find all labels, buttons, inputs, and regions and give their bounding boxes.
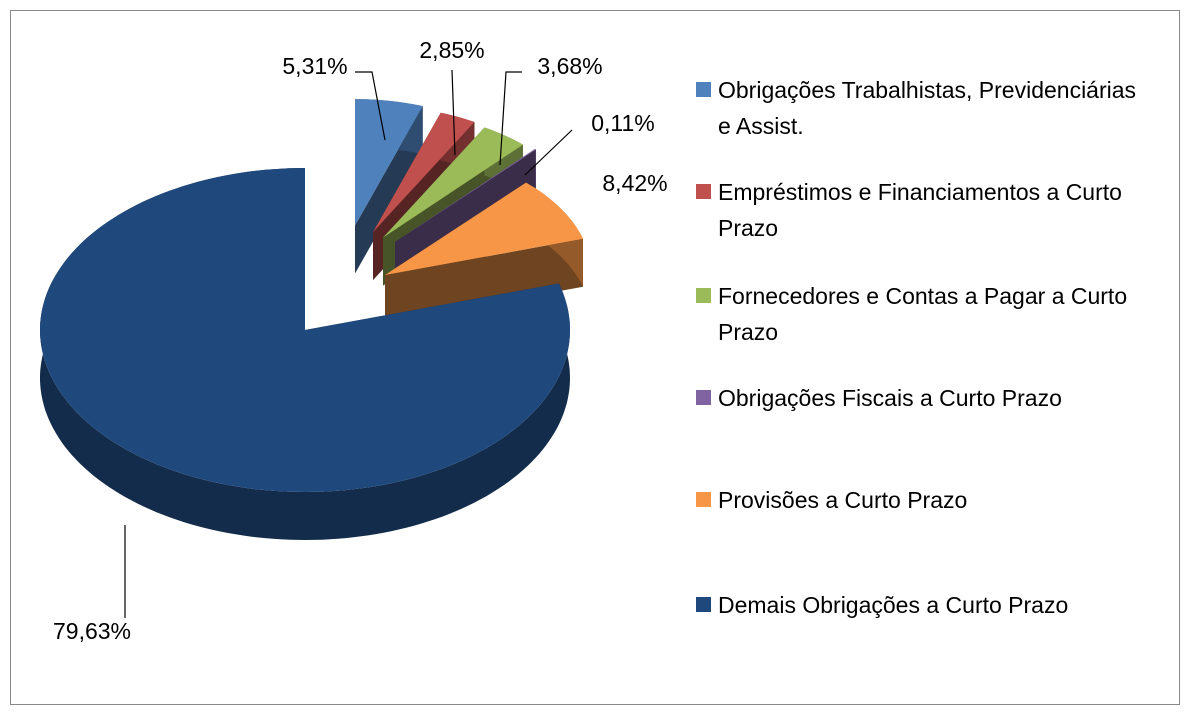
leader-line (451, 69, 456, 156)
slice (395, 149, 536, 242)
legend-item: Fornecedores e Contas a Pagar a Curto Pr… (696, 278, 1146, 350)
legend-item: Empréstimos e Financiamentos a Curto Pra… (696, 174, 1146, 246)
legend-label: Demais Obrigações a Curto Prazo (718, 592, 1069, 618)
slice-side (535, 149, 536, 198)
legend-label: Obrigações Trabalhistas, Previdenciárias… (718, 77, 1137, 139)
legend-swatch (696, 184, 711, 199)
slice (383, 127, 523, 238)
leader-line (499, 71, 522, 166)
legend-item: Obrigações Trabalhistas, Previdenciárias… (696, 72, 1146, 144)
leader-line (524, 129, 573, 176)
legend-item: Obrigações Fiscais a Curto Prazo (696, 380, 1146, 416)
data-label: 2,85% (419, 37, 484, 63)
leader-line (355, 71, 386, 141)
legend-label: Fornecedores e Contas a Pagar a Curto Pr… (718, 283, 1128, 345)
slice (373, 112, 475, 233)
legend-swatch (696, 492, 711, 507)
slice-wall (385, 238, 583, 323)
legend-item: Demais Obrigações a Curto Prazo (696, 587, 1146, 623)
legend-swatch (696, 82, 711, 97)
slice (385, 182, 583, 275)
legend-swatch (696, 390, 711, 405)
legend-item: Provisões a Curto Prazo (696, 482, 1146, 518)
legend-label: Provisões a Curto Prazo (718, 487, 968, 513)
slice-tops (40, 99, 583, 492)
data-label: 5,31% (282, 53, 347, 79)
slice (40, 168, 570, 492)
data-label: 3,68% (537, 53, 602, 79)
data-label: 79,63% (53, 618, 131, 644)
legend-swatch (696, 288, 711, 303)
data-label: 8,42% (602, 170, 667, 196)
legend-swatch (696, 597, 711, 612)
legend-label: Obrigações Fiscais a Curto Prazo (718, 385, 1062, 411)
legend-label: Empréstimos e Financiamentos a Curto Pra… (718, 179, 1122, 241)
data-label: 0,11% (591, 110, 655, 136)
slice (355, 99, 423, 226)
